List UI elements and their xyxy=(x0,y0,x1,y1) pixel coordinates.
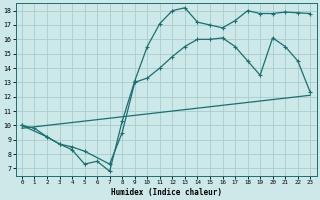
X-axis label: Humidex (Indice chaleur): Humidex (Indice chaleur) xyxy=(111,188,221,197)
